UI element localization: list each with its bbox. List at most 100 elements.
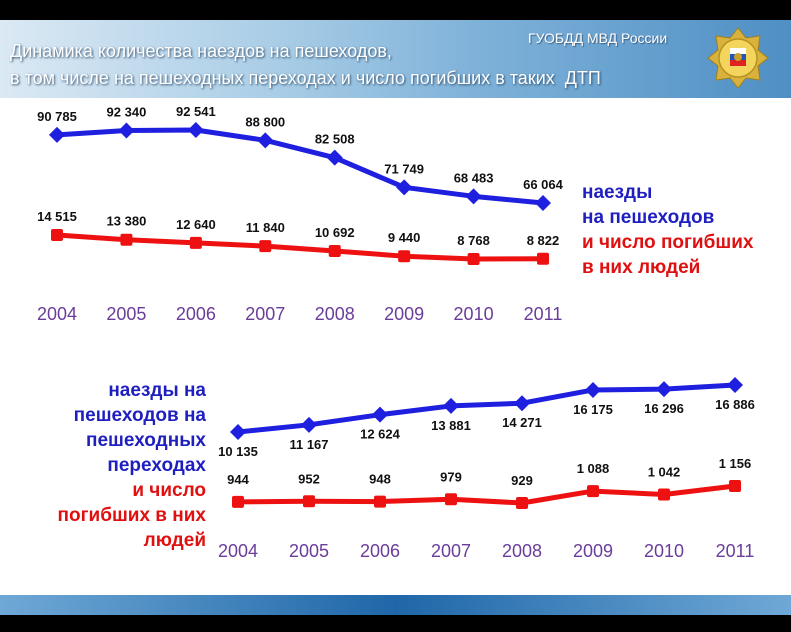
chart2-series1-data-label: 12 624: [360, 427, 401, 442]
chart2-series2-data-label: 948: [369, 472, 391, 487]
legend-bottom-red-1: и число: [132, 480, 206, 501]
organization-label: ГУОБДД МВД России: [528, 30, 668, 46]
chart2-series1-data-label: 16 296: [644, 401, 684, 416]
chart2-series2-point: [303, 495, 315, 508]
chart1-x-tick-label: 2005: [106, 304, 146, 324]
chart1-series2-data-label: 14 515: [37, 209, 77, 224]
chart1-series1-data-label: 71 749: [384, 161, 424, 176]
chart2-series1-point: [585, 381, 601, 398]
bottom-chart-legend: наезды на пешеходов на пешеходных перехо…: [20, 378, 206, 553]
chart1-series1-data-label: 92 340: [107, 105, 147, 120]
chart1-series2-point: [467, 253, 480, 265]
chart2-series2-data-label: 979: [440, 469, 462, 484]
legend-bottom-blue-4: переходах: [107, 455, 206, 476]
chart1-x-tick-label: 2011: [524, 304, 563, 324]
legend-bottom-red-3: людей: [143, 530, 206, 551]
chart2-series2-point: [658, 488, 670, 501]
chart2-series1-data-label: 13 881: [431, 418, 471, 433]
chart2-series2-point: [374, 495, 386, 508]
chart1-series2-data-label: 10 692: [315, 225, 355, 240]
chart-area: [0, 98, 791, 595]
chart1-series1-data-label: 68 483: [454, 170, 494, 185]
chart1-series1-data-label: 66 064: [523, 177, 564, 192]
chart1-series1-point: [326, 149, 343, 166]
chart2-x-tick-label: 2004: [218, 541, 258, 561]
chart1-series1-point: [49, 126, 65, 143]
legend-top-red-1: и число погибших: [582, 232, 754, 253]
chart2-series1-data-label: 10 135: [218, 444, 258, 459]
chart2-series2-line: [235, 483, 738, 506]
chart1-series2-data-label: 11 840: [246, 220, 285, 235]
chart1-x-tick-label: 2010: [454, 304, 494, 324]
chart2-series1-point: [301, 416, 317, 433]
chart1-series1-data-label: 82 508: [315, 132, 355, 147]
chart1-series1-point: [257, 132, 274, 149]
chart2-series2-data-label: 929: [511, 473, 533, 488]
chart2-series1-data-label: 14 271: [502, 415, 542, 430]
chart1-x-tick-label: 2006: [176, 304, 216, 324]
chart2-series2-data-label: 944: [227, 472, 249, 487]
chart2-x-tick-label: 2006: [360, 541, 400, 561]
chart1-series2-point: [189, 236, 202, 249]
emblem-icon: [707, 27, 769, 89]
slide-header: Динамика количества наездов на пешеходов…: [0, 20, 791, 98]
chart1-series2-line: [54, 232, 546, 262]
chart2-series2-data-label: 952: [298, 471, 320, 486]
legend-bottom-blue-2: пешеходов на: [73, 405, 206, 426]
chart1-series2-point: [259, 240, 272, 253]
title-line-1: Динамика количества наездов на пешеходов…: [10, 41, 392, 61]
chart1-series1-point: [465, 188, 482, 205]
chart2-series2-point: [587, 485, 599, 498]
chart2-x-tick-label: 2007: [431, 541, 471, 561]
chart2-series1-data-label: 16 886: [715, 397, 755, 412]
legend-top-blue-2: на пешеходов: [582, 207, 715, 228]
chart1-series2-point: [537, 252, 549, 265]
chart2-series2-point: [516, 497, 528, 509]
top-chart-legend: наезды на пешеходов и число погибших в н…: [582, 180, 753, 280]
chart2-series1-point: [372, 406, 388, 423]
chart1-series1-data-label: 90 785: [37, 109, 77, 124]
footer-band: [0, 595, 791, 615]
chart2-series1-point: [656, 381, 672, 398]
chart2-series1-data-label: 11 167: [289, 437, 328, 452]
chart1-series1-line: [54, 127, 546, 206]
chart1-series2-data-label: 9 440: [388, 230, 421, 245]
legend-bottom-blue-1: наезды на: [108, 380, 206, 401]
slide-title: Динамика количества наездов на пешеходов…: [10, 38, 700, 92]
chart2-series2-data-label: 1 156: [719, 456, 752, 471]
chart2-series2-point: [232, 495, 244, 508]
legend-top-blue-1: наезды: [582, 182, 653, 203]
chart2-x-tick-label: 2005: [289, 541, 329, 561]
top-black-bar: [0, 0, 791, 20]
chart2-x-tick-label: 2010: [644, 541, 684, 561]
chart2-series1-point: [443, 397, 459, 414]
chart1-series1-data-label: 92 541: [176, 104, 216, 119]
chart1-x-tick-label: 2008: [315, 304, 355, 324]
bottom-black-bar: [0, 615, 791, 632]
legend-bottom-red-2: погибших в них: [57, 505, 206, 526]
chart2-x-tick-label: 2008: [502, 541, 542, 561]
chart2-series2-point: [729, 480, 741, 492]
chart2-series2-data-label: 1 088: [577, 461, 610, 476]
chart1-series2-data-label: 13 380: [107, 214, 147, 229]
chart1-x-tick-label: 2009: [384, 304, 424, 324]
chart1-series2-data-label: 12 640: [176, 217, 216, 232]
chart1-series1-point: [396, 179, 413, 196]
chart1-x-tick-label: 2007: [245, 304, 285, 324]
chart1-series1-point: [535, 195, 551, 211]
chart1-series2-data-label: 8 768: [457, 233, 490, 248]
chart1-series1-data-label: 88 800: [245, 114, 285, 129]
chart2-x-tick-label: 2009: [573, 541, 613, 561]
chart1-series2-point: [398, 250, 411, 263]
chart1-x-tick-label: 2004: [37, 304, 77, 324]
chart2-series2-point: [445, 493, 457, 506]
title-line-2: в том числе на пешеходных переходах и чи…: [10, 68, 601, 88]
chart2-x-tick-label: 2011: [716, 541, 755, 561]
chart1-series2-point: [51, 229, 63, 241]
chart2-series1-point: [514, 395, 530, 412]
chart2-series1-data-label: 16 175: [573, 402, 613, 417]
chart1-series1-point: [187, 122, 204, 138]
chart2-series1-point: [727, 377, 743, 393]
chart1-series1-point: [118, 122, 135, 139]
chart1-series2-data-label: 8 822: [527, 233, 560, 248]
